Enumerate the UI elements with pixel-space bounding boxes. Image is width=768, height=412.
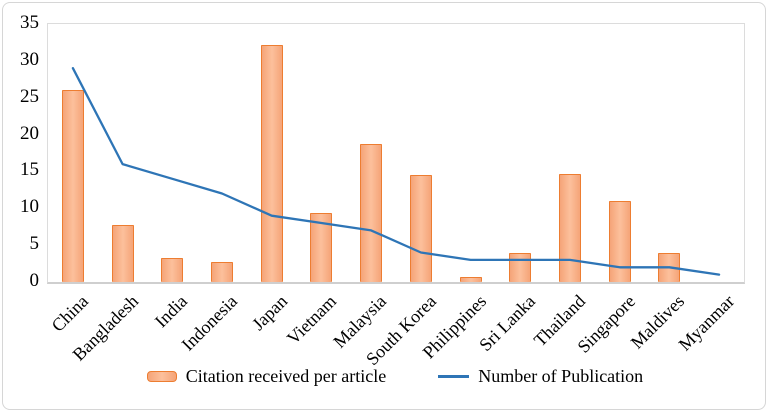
- y-tick-0: 0: [29, 270, 40, 291]
- bar-thailand: [559, 173, 581, 282]
- y-tick-15: 15: [20, 159, 39, 181]
- y-tick-25: 25: [20, 85, 39, 107]
- plot-area: [47, 23, 745, 284]
- y-tick-20: 20: [20, 122, 39, 144]
- legend-citation-label: Citation received per article: [185, 365, 387, 386]
- bar-swatch-icon: [146, 370, 177, 382]
- bar-china: [61, 90, 84, 282]
- bar-vietnam: [310, 212, 333, 282]
- line-swatch-icon: [438, 374, 470, 378]
- y-tick-5: 5: [29, 233, 40, 255]
- bar-philippines: [459, 276, 482, 282]
- publication-line-path: [71, 67, 721, 276]
- y-tick-30: 30: [20, 48, 39, 70]
- bar-malaysia: [360, 144, 383, 282]
- bar-indonesia: [211, 262, 233, 282]
- legend: Citation received per article Number of …: [47, 362, 743, 390]
- bar-india: [161, 258, 184, 282]
- bar-south-korea: [409, 175, 432, 282]
- legend-publication-label: Number of Publication: [478, 365, 644, 386]
- bar-japan: [260, 44, 283, 282]
- bar-bangladesh: [111, 225, 134, 282]
- legend-item-publication: Number of Publication: [438, 366, 643, 387]
- bar-singapore: [608, 200, 631, 282]
- publication-line: [71, 67, 721, 276]
- y-tick-35: 35: [20, 12, 39, 33]
- y-tick-10: 10: [20, 196, 39, 218]
- legend-item-citation: Citation received per article: [146, 365, 387, 387]
